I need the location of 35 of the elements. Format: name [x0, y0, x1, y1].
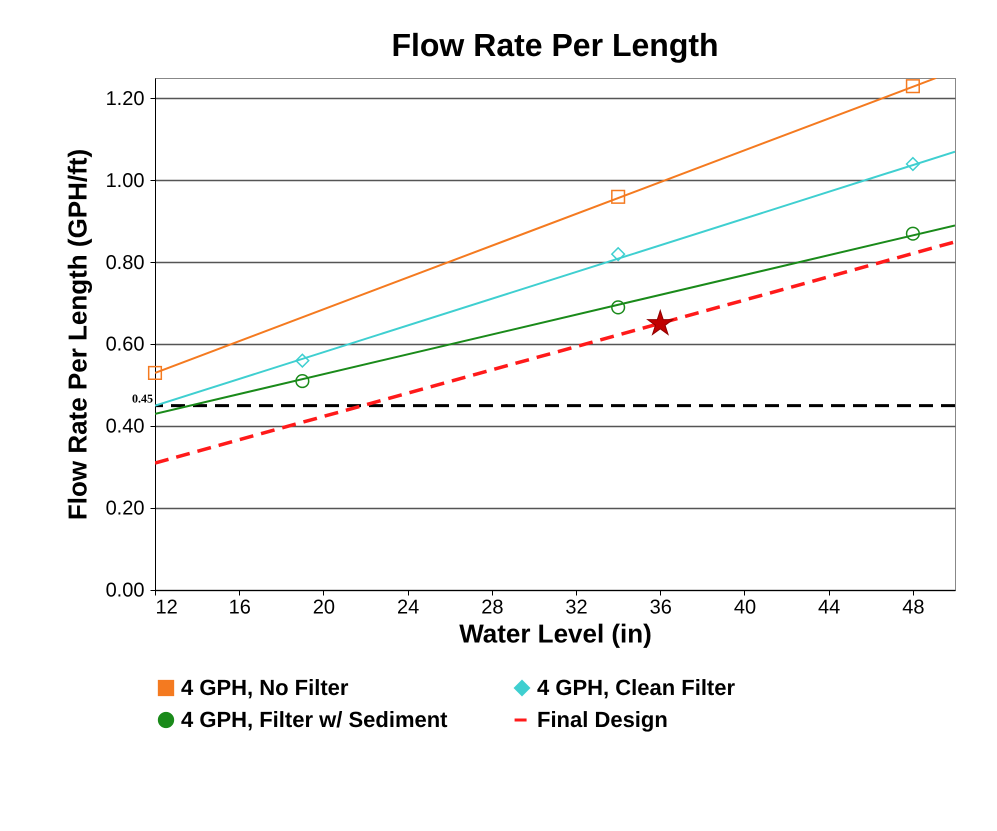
- y-tick-label: 1.20: [106, 88, 144, 110]
- point: [906, 226, 920, 241]
- legend-label: 4 GPH, No Filter: [181, 675, 349, 700]
- x-tick-label: 40: [734, 596, 756, 618]
- y-tick-label: 0.80: [106, 252, 144, 274]
- point: [611, 247, 626, 262]
- y-tick-label: 0.20: [106, 498, 144, 520]
- y-tick-label: 0.60: [106, 334, 144, 356]
- x-axis-title: Water Level (in): [459, 618, 652, 648]
- x-tick-label: 44: [818, 596, 840, 618]
- y-tick-label: 0.40: [106, 416, 144, 438]
- point: [906, 79, 920, 94]
- point: [295, 374, 310, 388]
- point: [906, 156, 920, 172]
- y-tick-label: 1.00: [106, 170, 144, 192]
- point: [148, 366, 162, 380]
- x-tick-label: 32: [565, 596, 588, 618]
- point: [295, 354, 310, 368]
- ref-line-label: 0.45: [132, 392, 153, 406]
- x-tick-label: 28: [481, 596, 504, 618]
- point: [647, 310, 674, 335]
- x-tick-label: 48: [902, 596, 925, 618]
- point: [611, 300, 626, 314]
- point: [611, 190, 626, 204]
- x-tick-label: 20: [312, 596, 336, 618]
- x-tick-label: 16: [228, 596, 251, 618]
- x-tick-label: 36: [650, 596, 672, 618]
- x-tick-label: 24: [397, 596, 420, 618]
- y-tick-label: 0.00: [106, 580, 144, 602]
- legend-label: 4 GPH, Clean Filter: [537, 675, 736, 700]
- legend-label: 4 GPH, Filter w/ Sediment: [181, 707, 448, 732]
- chart-title: Flow Rate Per Length: [391, 26, 719, 63]
- y-axis-title: Flow Rate Per Length (GPH/ft): [62, 148, 93, 520]
- legend-label: Final Design: [537, 707, 668, 732]
- x-tick-label: 12: [156, 596, 178, 618]
